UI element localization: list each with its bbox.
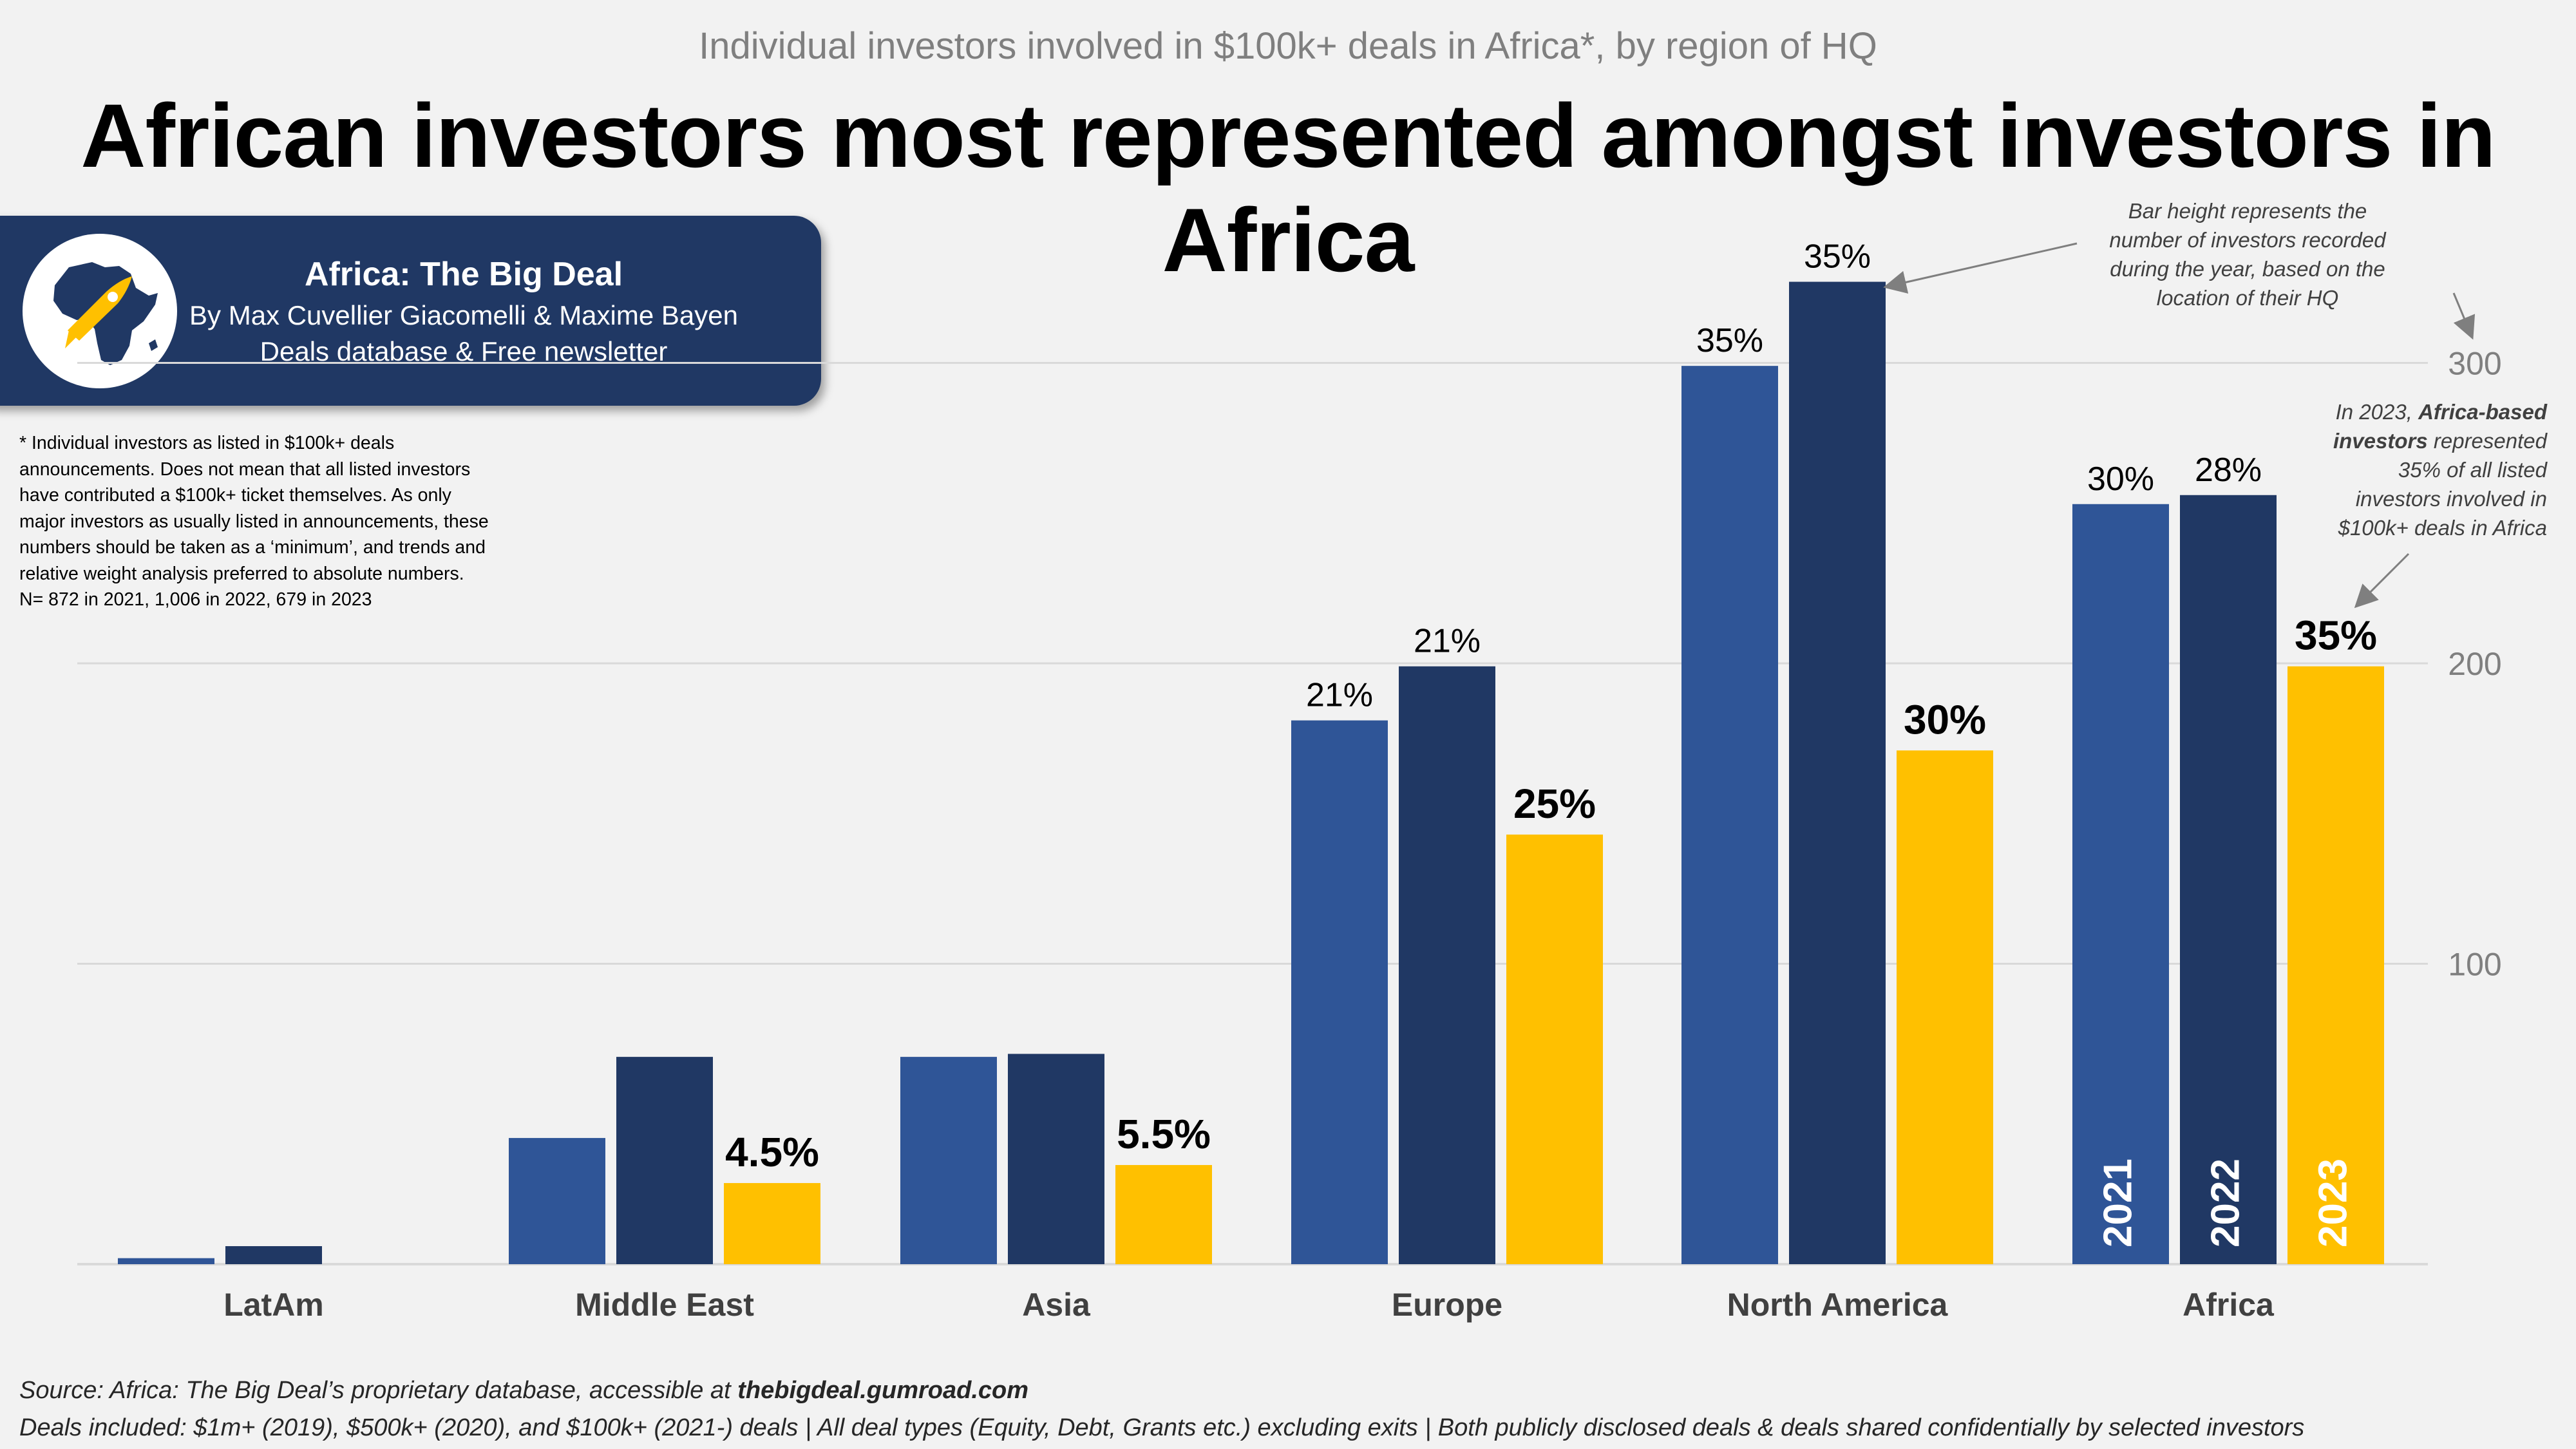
bar-2023-africa <box>2287 666 2384 1264</box>
legend-year-label: 2021 <box>2096 1159 2140 1247</box>
bar-2022-latam <box>225 1246 322 1264</box>
x-category-label: Asia <box>1022 1287 1091 1323</box>
x-category-label: Middle East <box>575 1287 754 1323</box>
annotation-africa-2023: In 2023, Africa-based investors represen… <box>2289 397 2547 542</box>
bar-data-label: 28% <box>2195 451 2262 489</box>
bar-2023-middle-east <box>724 1183 820 1264</box>
bar-data-label: 21% <box>1414 623 1481 660</box>
source-line: Source: Africa: The Big Deal’s proprieta… <box>19 1377 1029 1404</box>
annotation-arrow <box>1883 242 2078 294</box>
source-link[interactable]: thebigdeal.gumroad.com <box>737 1377 1029 1404</box>
bar-data-label: 35% <box>1696 322 1763 359</box>
annotation-line: $100k+ deals in Africa <box>2338 516 2547 540</box>
chart-title: African investors most represented among… <box>80 85 2496 290</box>
bar-2022-europe <box>1399 666 1495 1264</box>
source-line: Deals included: $1m+ (2019), $500k+ (202… <box>19 1414 2305 1441</box>
footnote-line: announcements. Does not mean that all li… <box>19 459 471 480</box>
source-note: Source: Africa: The Big Deal’s proprieta… <box>19 1372 2557 1446</box>
x-category-label: Africa <box>2183 1287 2275 1323</box>
annotation-arrow <box>2354 553 2410 609</box>
bar-2021-latam <box>118 1258 214 1264</box>
bar-data-label: 25% <box>1513 781 1596 827</box>
annotation-line: during the year, based on the <box>2110 257 2385 281</box>
footnote-line: N= 872 in 2021, 1,006 in 2022, 679 in 20… <box>19 589 372 610</box>
legend-year-label: 2022 <box>2203 1159 2248 1247</box>
bar-data-label: 30% <box>1904 696 1986 743</box>
bar-data-label: 30% <box>2087 460 2154 498</box>
bar-2023-europe <box>1506 834 1603 1264</box>
annotation-line: number of investors recorded <box>2109 228 2386 252</box>
bar-2021-africa <box>2072 504 2169 1264</box>
annotation-line: In 2023, Africa-based <box>2335 400 2547 424</box>
x-category-label: North America <box>1727 1287 1949 1323</box>
footnote-line: major investors as usually listed in ann… <box>19 511 489 532</box>
bar-2022-asia <box>1008 1054 1104 1264</box>
y-tick-label: 200 <box>2448 646 2501 682</box>
bar-data-label: 35% <box>2295 612 2377 659</box>
bar-data-label: 4.5% <box>725 1129 819 1175</box>
footnote-line: numbers should be taken as a ‘minimum’, … <box>19 537 486 558</box>
annotation-line: investors represented <box>2333 429 2547 453</box>
chart-subtitle: Individual investors involved in $100k+ … <box>699 25 1877 67</box>
bar-data-label: 5.5% <box>1117 1111 1211 1157</box>
x-category-label: Europe <box>1392 1287 1502 1323</box>
brand-authors: By Max Cuvellier Giacomelli & Maxime Bay… <box>189 300 738 330</box>
bar-data-label: 21% <box>1306 677 1373 714</box>
annotation-bar-height: Bar height represents the number of inve… <box>2080 196 2415 312</box>
legend-year-label: 2023 <box>2311 1159 2355 1247</box>
bar-2023-asia <box>1115 1165 1212 1264</box>
bar-2021-north-america <box>1681 366 1778 1264</box>
bar-2022-middle-east <box>616 1057 713 1264</box>
bar-2022-africa <box>2180 495 2277 1264</box>
x-category-label: LatAm <box>223 1287 324 1323</box>
annotation-line: investors involved in <box>2355 487 2547 511</box>
bar-2021-europe <box>1291 720 1388 1264</box>
annotation-line: location of their HQ <box>2156 286 2339 310</box>
annotation-line: Bar height represents the <box>2128 199 2367 223</box>
annotation-arrow <box>2452 292 2476 340</box>
bar-data-label: 35% <box>1804 238 1871 276</box>
bar-2021-middle-east <box>509 1138 605 1264</box>
footnote-line: * Individual investors as listed in $100… <box>19 433 395 453</box>
brand-name: Africa: The Big Deal <box>304 256 623 293</box>
footnote-line: relative weight analysis preferred to ab… <box>19 563 464 584</box>
y-tick-label: 100 <box>2448 947 2501 983</box>
footnote-line: have contributed a $100k+ ticket themsel… <box>19 485 451 506</box>
bar-2022-north-america <box>1789 281 1886 1264</box>
bar-2023-north-america <box>1897 750 1993 1264</box>
footnote: * Individual investors as listed in $100… <box>19 430 547 613</box>
annotation-line: 35% of all listed <box>2398 458 2547 482</box>
bar-2021-asia <box>900 1057 997 1264</box>
brand-tagline: Deals database & Free newsletter <box>260 336 668 366</box>
y-tick-label: 300 <box>2448 346 2501 382</box>
